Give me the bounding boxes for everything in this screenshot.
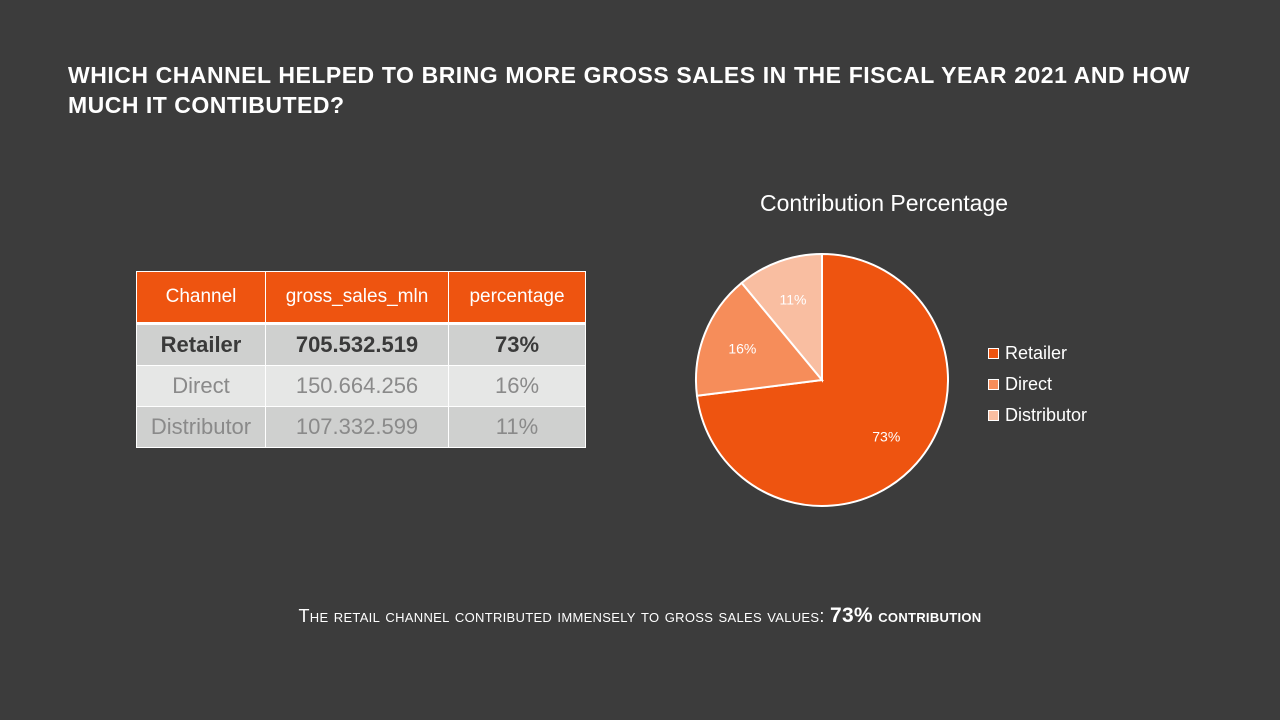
legend-item-retailer: Retailer (988, 338, 1087, 369)
legend-label: Retailer (1005, 343, 1068, 363)
pie-label-direct: 16% (728, 340, 756, 356)
pie-label-distributor: 11% (779, 291, 806, 307)
legend-swatch (988, 348, 999, 359)
cell-channel: Direct (136, 365, 266, 407)
conclusion-highlight: 73% (829, 604, 873, 627)
conclusion-main: The retail channel contributed immensely… (298, 606, 825, 626)
legend-swatch (988, 410, 999, 421)
legend-label: Direct (1005, 374, 1053, 394)
pie-slice-direct (695, 281, 824, 397)
table-header-row: Channel gross_sales_mln percentage (136, 271, 586, 325)
pie-label-retailer: 73% (872, 429, 900, 445)
chart-legend: Retailer Direct Distributor (988, 338, 1087, 431)
cell-gross-sales: 150.664.256 (265, 365, 449, 407)
legend-label: Distributor (1005, 405, 1088, 425)
header-gross-sales: gross_sales_mln (265, 271, 449, 325)
conclusion-tail: contribution (878, 606, 982, 626)
conclusion-text: The retail channel contributed immensely… (0, 604, 1280, 628)
cell-gross-sales: 107.332.599 (265, 406, 449, 448)
legend-item-direct: Direct (988, 369, 1087, 400)
header-channel: Channel (136, 271, 266, 325)
cell-channel: Distributor (136, 406, 266, 448)
cell-percentage: 16% (448, 365, 586, 407)
legend-item-distributor: Distributor (988, 400, 1087, 431)
pie-slice-distributor (740, 252, 823, 383)
table-row: Distributor 107.332.599 11% (136, 406, 586, 448)
slide-title: Which channel helped to bring more gross… (68, 62, 1190, 118)
cell-gross-sales: 705.532.519 (265, 323, 449, 366)
header-percentage: percentage (448, 271, 586, 325)
sales-table: Channel gross_sales_mln percentage Retai… (136, 271, 586, 448)
table-row: Direct 150.664.256 16% (136, 365, 586, 407)
cell-percentage: 11% (448, 406, 586, 448)
legend-swatch (988, 379, 999, 390)
chart-title: Contribution Percentage (759, 190, 1009, 216)
pie-chart: 73% 16% 11% (695, 252, 949, 507)
cell-channel: Retailer (136, 323, 266, 366)
cell-percentage: 73% (448, 323, 586, 366)
table-row: Retailer 705.532.519 73% (136, 323, 586, 366)
